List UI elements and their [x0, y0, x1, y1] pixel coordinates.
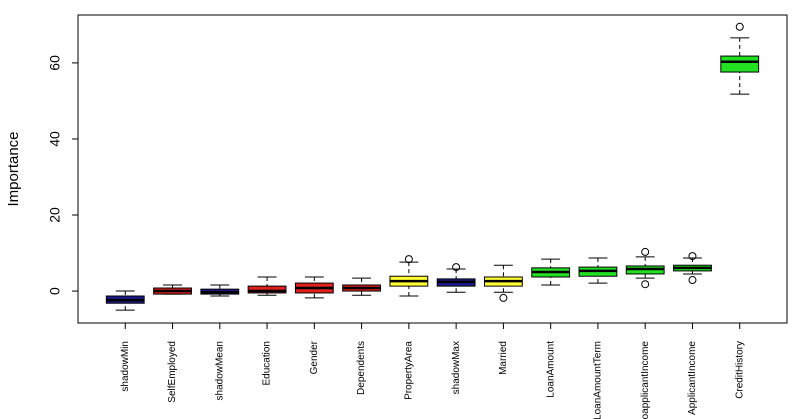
- x-tick-label: shadowMin: [120, 341, 131, 392]
- x-tick-label: Married: [498, 341, 509, 375]
- x-tick-label: SelfEmployed: [167, 341, 178, 403]
- x-tick-label: Education: [262, 341, 273, 385]
- x-tick-label: PropertyArea: [404, 341, 415, 400]
- box: [247, 285, 287, 294]
- plot-frame: [77, 14, 788, 324]
- x-tick-label: LoanAmount: [545, 341, 556, 398]
- y-tick-label: 0: [47, 287, 63, 295]
- outlier: [688, 276, 697, 285]
- x-tick-label: shadowMean: [214, 341, 225, 400]
- box: [720, 55, 760, 73]
- outlier: [641, 280, 650, 289]
- x-tick-label: Gender: [309, 340, 320, 374]
- y-axis-label: Importance: [5, 131, 22, 206]
- y-tick-label: 20: [47, 207, 63, 223]
- outlier: [499, 293, 508, 302]
- x-tick-label: ApplicantIncome: [687, 341, 698, 415]
- outlier: [404, 255, 413, 264]
- outlier: [735, 22, 744, 31]
- x-tick-label: CoapplicantIncome: [640, 341, 651, 419]
- y-tick-label: 40: [47, 131, 63, 147]
- x-tick-label: shadowMax: [451, 341, 462, 394]
- outlier: [452, 263, 461, 272]
- x-tick-label: LoanAmountTerm: [593, 341, 604, 419]
- x-tick-label: CreditHistory: [734, 341, 745, 399]
- y-tick-label: 60: [47, 55, 63, 71]
- x-tick-label: Dependents: [356, 341, 367, 395]
- outlier: [641, 247, 650, 256]
- outlier: [688, 252, 697, 261]
